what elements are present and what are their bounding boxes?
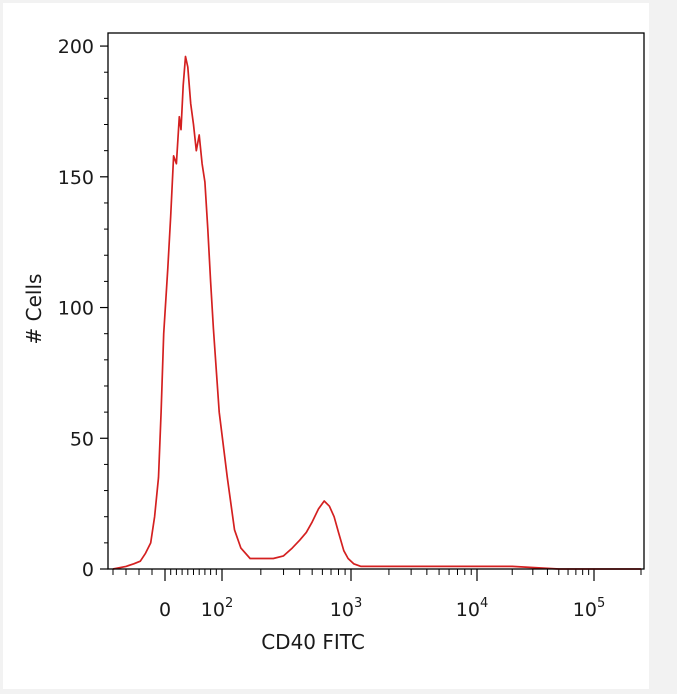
- plot-area-frame: [107, 32, 645, 570]
- y-tick-label: 150: [58, 167, 94, 189]
- y-tick-label: 200: [58, 36, 94, 58]
- x-tick-exponent: 2: [225, 596, 233, 611]
- chart-panel: 0 50 100 150 200 0 102 103 104 105 CD40 FITC # C…: [3, 3, 649, 689]
- y-axis-label: # Cells: [22, 274, 46, 345]
- histogram-line: [112, 55, 641, 570]
- x-tick-label: 103: [330, 596, 362, 621]
- x-tick-label: 104: [456, 596, 488, 621]
- plot-series-layer: [112, 55, 641, 570]
- x-axis-label: CD40 FITC: [261, 630, 365, 654]
- x-axis: 0 102 103 104 105: [112, 569, 642, 621]
- y-tick-label: 0: [82, 559, 94, 581]
- x-tick-exponent: 5: [597, 596, 605, 611]
- histogram-chart: 0 50 100 150 200 0 102 103 104 105 CD40 FITC # C…: [22, 32, 645, 654]
- y-tick-label: 100: [58, 298, 94, 320]
- y-axis: 0 50 100 150 200: [58, 36, 108, 581]
- x-tick-label: 0: [159, 599, 171, 621]
- x-tick-exponent: 4: [480, 596, 488, 611]
- x-tick-label: 102: [201, 596, 233, 621]
- x-tick-label: 105: [573, 596, 605, 621]
- y-tick-label: 50: [70, 428, 94, 450]
- x-tick-exponent: 3: [354, 596, 362, 611]
